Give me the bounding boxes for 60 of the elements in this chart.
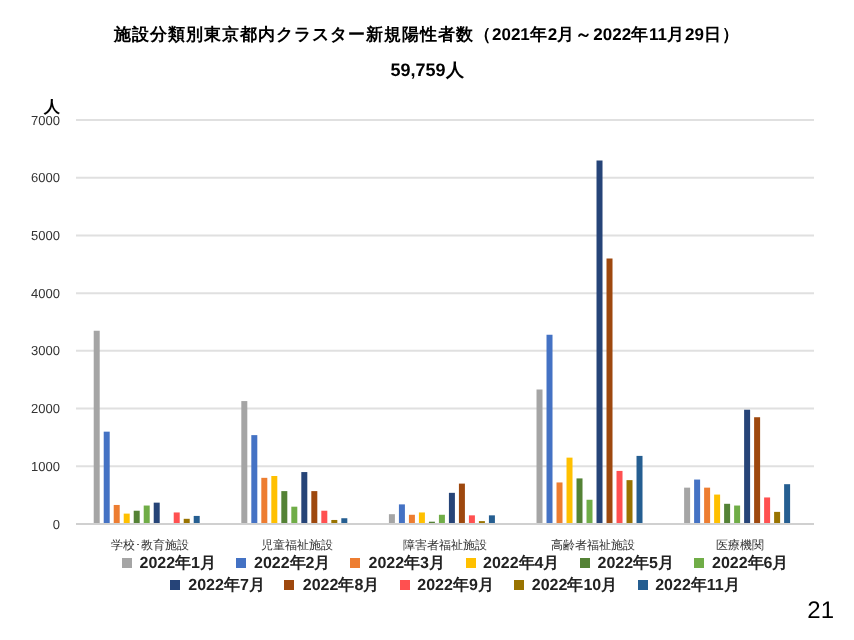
bar xyxy=(784,484,791,524)
bar xyxy=(684,487,691,524)
legend-label: 2022年3月 xyxy=(368,554,445,572)
bar xyxy=(113,504,120,524)
bar xyxy=(103,431,110,524)
bar xyxy=(388,514,395,524)
bar xyxy=(754,417,761,524)
legend-label: 2022年10月 xyxy=(531,576,618,594)
bar xyxy=(173,512,180,524)
bar xyxy=(321,510,328,524)
bar xyxy=(546,334,553,524)
bar xyxy=(291,506,298,524)
bar xyxy=(764,497,771,524)
bar xyxy=(271,476,278,524)
bar xyxy=(448,492,455,524)
bar xyxy=(714,494,721,524)
legend-label: 2022年8月 xyxy=(302,576,380,594)
legend-label: 2022年2月 xyxy=(254,554,331,572)
bar xyxy=(744,409,751,524)
legend-label: 2022年1月 xyxy=(139,554,216,572)
bar xyxy=(418,512,425,524)
bar xyxy=(586,499,593,524)
bar xyxy=(458,483,465,524)
text: 21 xyxy=(807,596,834,624)
bar xyxy=(704,487,711,524)
legend-label: 2022年11月 xyxy=(655,576,740,594)
bar xyxy=(636,455,643,524)
bar xyxy=(626,480,633,524)
bar xyxy=(566,457,573,524)
bar xyxy=(93,330,100,524)
bar xyxy=(398,504,405,524)
bar xyxy=(133,510,140,524)
bar xyxy=(536,389,543,524)
chart-title: 施設分類別東京都内クラスター新規陽性者数（2021年2月～2022年11月29日） xyxy=(111,22,742,48)
bar xyxy=(724,503,731,524)
bar xyxy=(488,515,495,524)
legend-label: 2022年5月 xyxy=(597,554,674,572)
legend-label: 2022年9月 xyxy=(417,576,494,594)
bar xyxy=(596,160,603,524)
legend-label: 2022年6月 xyxy=(712,554,789,572)
legend-label: 2022年7月 xyxy=(188,576,265,594)
bar xyxy=(301,472,308,524)
bar xyxy=(261,477,268,524)
bar xyxy=(468,515,475,524)
bar xyxy=(241,401,248,524)
chart-subtitle: 59,759人 xyxy=(388,58,466,84)
bar xyxy=(143,505,150,524)
legend-label: 2022年4月 xyxy=(483,554,560,572)
bar xyxy=(576,478,583,524)
bar xyxy=(153,502,160,524)
bar xyxy=(734,505,741,524)
bar xyxy=(311,491,318,524)
y-axis-title: 人 xyxy=(44,96,60,116)
bar xyxy=(556,482,563,524)
bar xyxy=(281,491,288,524)
bar xyxy=(606,258,613,524)
bar xyxy=(616,470,623,524)
bar xyxy=(694,479,701,524)
bar xyxy=(774,511,781,524)
bar xyxy=(251,435,258,524)
